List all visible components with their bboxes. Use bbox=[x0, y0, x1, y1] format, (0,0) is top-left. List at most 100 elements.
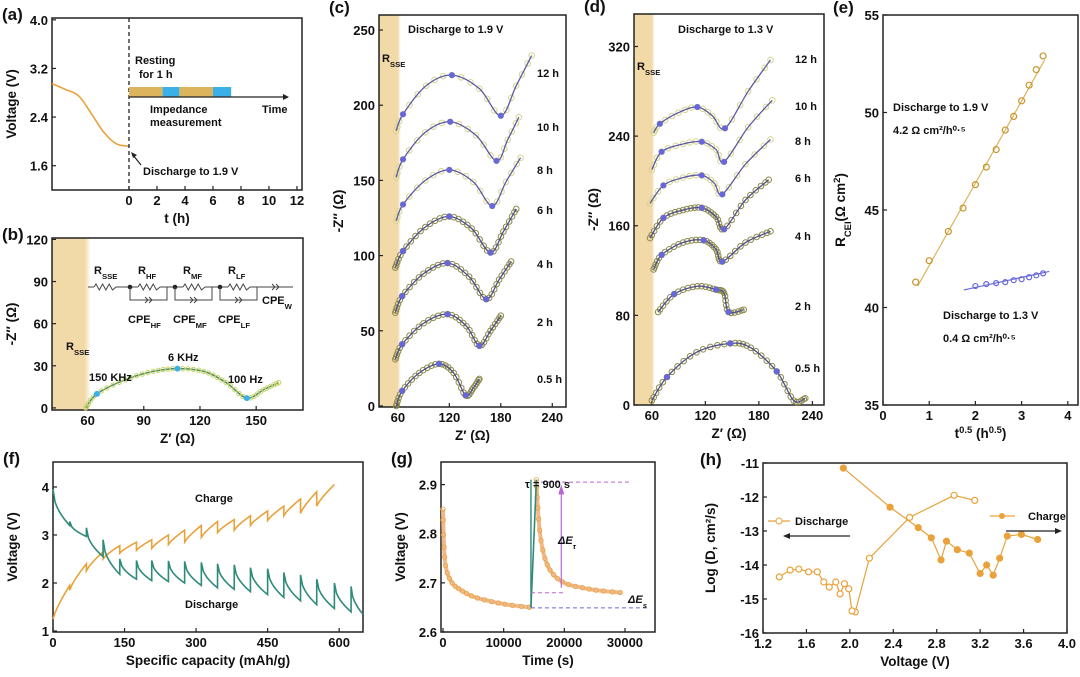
data-point bbox=[500, 228, 507, 235]
y-tick-label: 3 bbox=[42, 528, 49, 543]
x-axis-title: Z′ (Ω) bbox=[711, 426, 746, 441]
data-point bbox=[675, 109, 682, 116]
data-point bbox=[498, 188, 505, 196]
data-point bbox=[753, 75, 760, 83]
data-point bbox=[452, 583, 458, 589]
cpe-lf-label-main: CPE bbox=[218, 314, 241, 326]
data-point bbox=[765, 176, 772, 184]
rsse-label: RSSE bbox=[637, 61, 660, 77]
data-point bbox=[710, 243, 718, 251]
data-point bbox=[236, 390, 242, 397]
marker-point bbox=[483, 296, 490, 303]
voltage-curve bbox=[441, 509, 532, 610]
marker-point bbox=[656, 120, 663, 127]
data-point bbox=[714, 216, 722, 223]
panel-g: 0 10000 20000 30000 2.6 2.7 2.8 2.9 (g) Time (s) V… bbox=[391, 449, 656, 668]
plot-frame bbox=[51, 17, 303, 191]
data-point bbox=[1034, 535, 1042, 544]
data-point bbox=[481, 597, 488, 603]
y-tick-label: 3.2 bbox=[30, 61, 48, 76]
data-point bbox=[648, 397, 656, 404]
data-point bbox=[727, 150, 735, 157]
data-point bbox=[462, 172, 470, 180]
x-tick-label: 1 bbox=[926, 408, 933, 423]
fit-line bbox=[917, 59, 1046, 287]
marker-point bbox=[444, 311, 451, 318]
data-point bbox=[804, 568, 813, 576]
data-point bbox=[550, 571, 557, 578]
data-point bbox=[825, 583, 833, 591]
data-point bbox=[145, 369, 151, 376]
data-point bbox=[742, 196, 749, 204]
panel-d: 60 120 180 240 0 80 160 240 320 (d) Z′ (Ω) -Z′′ (Ω)… bbox=[584, 0, 825, 441]
cpe-mf-label-sub: MF bbox=[196, 321, 207, 330]
r-sse-label-sub: SSE bbox=[102, 272, 117, 281]
r-hf-label-sub: HF bbox=[146, 272, 157, 281]
data-point bbox=[394, 213, 401, 221]
arrow-head-icon bbox=[131, 152, 137, 158]
data-point bbox=[820, 578, 828, 586]
marker-point bbox=[399, 387, 406, 394]
data-point bbox=[394, 169, 401, 177]
y-tick-label: 50 bbox=[361, 324, 375, 339]
data-point bbox=[461, 269, 469, 277]
data-point bbox=[456, 586, 462, 592]
data-point bbox=[1026, 274, 1033, 281]
rsse-label-main: R bbox=[66, 341, 74, 353]
x-axis-title: t (h) bbox=[164, 211, 189, 226]
x-tick-label: 30000 bbox=[607, 635, 643, 650]
data-point bbox=[651, 264, 658, 271]
data-point bbox=[724, 222, 731, 230]
data-point bbox=[744, 88, 752, 95]
y-tick-label: 100 bbox=[353, 249, 375, 264]
cpe-hf-label: CPEHF bbox=[128, 314, 161, 330]
data-point bbox=[726, 252, 734, 260]
y-tick-label: 150 bbox=[353, 173, 375, 188]
data-point bbox=[467, 78, 474, 86]
data-point bbox=[457, 74, 465, 81]
data-point bbox=[865, 554, 874, 562]
data-point bbox=[483, 197, 490, 205]
data-point bbox=[190, 366, 197, 373]
x-tick-label: 0 bbox=[125, 193, 132, 208]
data-point bbox=[737, 243, 744, 250]
data-point bbox=[475, 376, 482, 384]
y-tick-label: 1.6 bbox=[30, 159, 48, 174]
marker-point bbox=[773, 368, 780, 375]
cpe-icon bbox=[234, 296, 243, 304]
data-point bbox=[476, 187, 484, 195]
resistor-icon bbox=[93, 282, 117, 292]
data-point bbox=[422, 223, 429, 231]
data-point bbox=[707, 343, 714, 351]
y-tick-label: 2.9 bbox=[419, 478, 437, 493]
data-point bbox=[426, 220, 434, 227]
data-point bbox=[950, 491, 958, 499]
y-axis-title: RCEI(Ω cm2) bbox=[832, 173, 854, 247]
marker-point bbox=[447, 118, 454, 125]
data-point bbox=[655, 384, 663, 391]
fit-curve bbox=[395, 55, 533, 132]
marker-point bbox=[400, 111, 407, 118]
data-point bbox=[667, 210, 675, 217]
marker-point bbox=[400, 201, 407, 208]
data-point bbox=[449, 580, 455, 586]
frequency-marker bbox=[93, 390, 100, 397]
x-tick-label: 10000 bbox=[486, 635, 522, 650]
impedance-bar bbox=[162, 87, 180, 97]
marker-point bbox=[700, 237, 707, 244]
data-point bbox=[468, 593, 475, 599]
panel-label: (c) bbox=[329, 0, 350, 17]
x-tick-label: 0 bbox=[49, 635, 56, 650]
panel-label: (h) bbox=[700, 450, 722, 469]
data-point bbox=[653, 123, 660, 131]
fit-curve bbox=[395, 363, 480, 407]
x-tick-label: 2.8 bbox=[928, 636, 946, 651]
data-point bbox=[507, 258, 515, 265]
cpe-w-icon bbox=[271, 283, 280, 291]
data-point bbox=[473, 283, 480, 291]
y-tick-label: 4.0 bbox=[30, 13, 48, 28]
data-point bbox=[512, 119, 520, 127]
y-axis-title-rest: (Ω cm bbox=[833, 183, 848, 222]
data-point bbox=[415, 323, 423, 331]
x-axis-title-sup2: 0.5 bbox=[989, 425, 1002, 436]
